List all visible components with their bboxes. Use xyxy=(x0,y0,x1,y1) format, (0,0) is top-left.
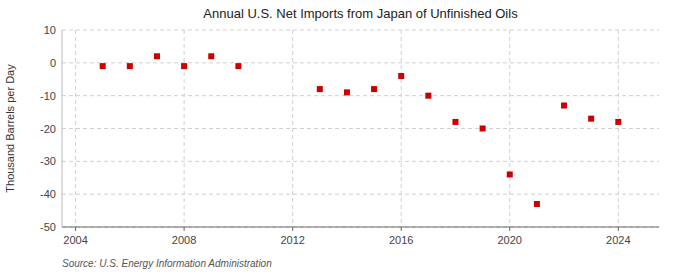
x-tick xyxy=(509,227,510,231)
y-grid-line xyxy=(62,194,659,195)
y-tick-label: -50 xyxy=(40,221,56,233)
point xyxy=(615,119,621,125)
x-grid-line xyxy=(184,30,185,227)
y-tick-label: -30 xyxy=(40,155,56,167)
y-grid-line xyxy=(62,95,659,96)
x-tick xyxy=(75,227,76,231)
point xyxy=(534,201,540,207)
y-grid-line xyxy=(62,128,659,129)
y-grid-line xyxy=(62,62,659,63)
x-tick-label: 2012 xyxy=(280,234,304,246)
source: Source: U.S. Energy Information Administ… xyxy=(62,258,272,269)
y-tick-label: 10 xyxy=(44,24,56,36)
y-tick-label: 0 xyxy=(50,57,56,69)
x-tick-label: 2004 xyxy=(63,234,87,246)
points xyxy=(100,53,622,207)
y-grid-line xyxy=(62,227,659,228)
chart: Annual U.S. Net Imports from Japan of Un… xyxy=(0,0,675,275)
point xyxy=(100,63,106,69)
x-tick xyxy=(618,227,619,231)
point xyxy=(127,63,133,69)
x-grid-line xyxy=(509,30,510,227)
x-tick xyxy=(401,227,402,231)
point xyxy=(561,103,567,109)
point xyxy=(588,116,594,122)
x-tick-label: 2020 xyxy=(498,234,522,246)
y-tick-label: -20 xyxy=(40,123,56,135)
point xyxy=(208,53,214,59)
x-grid-line xyxy=(401,30,402,227)
y-axis-label: Thousand Barrels per Day xyxy=(4,64,16,193)
x-grid-line xyxy=(292,30,293,227)
point xyxy=(235,63,241,69)
point xyxy=(507,171,513,177)
x-tick-label: 2024 xyxy=(606,234,630,246)
grid xyxy=(62,30,659,227)
y-grid-line xyxy=(62,161,659,162)
point xyxy=(317,86,323,92)
x-tick xyxy=(184,227,185,231)
axes: 10 0 -10 -20 -30 -40 -50 2004 2008 2012 2016 2020 20… xyxy=(40,24,659,246)
x-tick-label: 2016 xyxy=(389,234,413,246)
x-grid-line xyxy=(75,30,76,227)
y-grid-line xyxy=(62,30,659,31)
point xyxy=(371,86,377,92)
point xyxy=(452,119,458,125)
point xyxy=(398,73,404,79)
point xyxy=(181,63,187,69)
y-tick-label: -10 xyxy=(40,90,56,102)
x-axis-line xyxy=(62,227,659,228)
x-tick-label: 2008 xyxy=(172,234,196,246)
x-tick xyxy=(292,227,293,231)
point xyxy=(344,89,350,95)
y-tick-label: -40 xyxy=(40,188,56,200)
point xyxy=(154,53,160,59)
x-grid-line xyxy=(618,30,619,227)
title: Annual U.S. Net Imports from Japan of Un… xyxy=(203,6,518,21)
point xyxy=(480,126,486,132)
point xyxy=(425,93,431,99)
y-axis-line xyxy=(62,30,63,227)
